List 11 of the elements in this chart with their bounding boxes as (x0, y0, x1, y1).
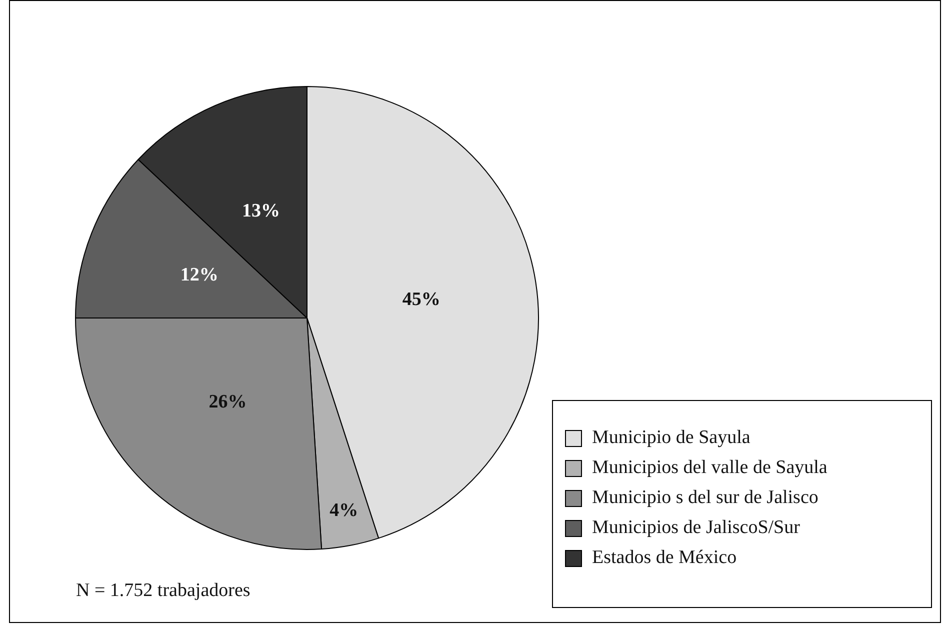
data-label: 26% (208, 391, 247, 412)
data-label: 12% (180, 264, 218, 286)
legend-label: Municipios del valle de Sayula (592, 457, 828, 479)
legend-label: Estados de México (592, 547, 737, 569)
data-label: 13% (242, 200, 280, 222)
data-label: 45% (402, 288, 440, 310)
text: N = 1.752 trabajadores (76, 580, 250, 602)
legend-label: Municipio s del sur de Jalisco (592, 487, 818, 509)
legend-label: Municipios de JaliscoS/Sur (592, 517, 800, 539)
data-label: 4% (330, 500, 358, 522)
legend-label: Municipio de Sayula (592, 427, 750, 449)
